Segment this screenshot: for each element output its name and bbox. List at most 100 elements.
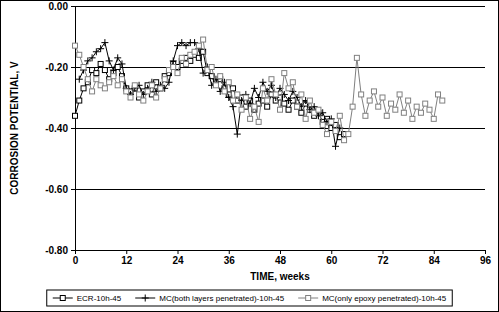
marker <box>170 57 177 64</box>
tick-label: -0.60 <box>45 184 68 195</box>
marker <box>239 107 244 112</box>
marker <box>73 43 78 48</box>
marker <box>282 71 287 76</box>
marker <box>273 92 278 97</box>
marker <box>251 85 258 92</box>
marker <box>174 42 181 49</box>
marker <box>324 132 329 137</box>
tick: -0.20 <box>45 62 75 73</box>
tick-label: -0.40 <box>45 123 68 134</box>
marker <box>171 65 176 70</box>
marker <box>436 92 441 97</box>
marker <box>423 101 428 106</box>
marker <box>213 83 218 88</box>
marker <box>97 45 104 52</box>
marker <box>183 42 190 49</box>
legend-marker <box>142 295 149 302</box>
marker <box>337 113 342 118</box>
marker <box>363 113 368 118</box>
marker <box>380 95 385 100</box>
marker <box>307 98 312 103</box>
marker <box>77 52 82 57</box>
marker <box>384 113 389 118</box>
marker <box>414 104 419 109</box>
marker <box>201 37 206 42</box>
legend-box <box>47 290 453 306</box>
legend-entry: ECR-10h-45 <box>53 294 122 303</box>
marker <box>128 95 133 100</box>
marker <box>359 92 364 97</box>
marker <box>265 104 270 109</box>
marker <box>132 83 137 88</box>
tick-label: 0 <box>73 255 79 266</box>
marker <box>243 95 248 100</box>
marker <box>107 80 112 85</box>
tick: 60 <box>326 250 338 266</box>
marker <box>346 132 351 137</box>
chart: -0.80-0.60-0.40-0.200.000122436486072849… <box>0 0 499 312</box>
grid <box>75 6 485 250</box>
tick: 0.00 <box>49 1 75 12</box>
marker <box>371 89 376 94</box>
marker <box>286 86 291 91</box>
marker <box>299 92 304 97</box>
marker <box>192 49 197 54</box>
marker <box>101 39 108 46</box>
tick: -0.80 <box>45 245 75 256</box>
marker <box>110 67 117 74</box>
series-line <box>79 43 340 147</box>
series-group <box>73 37 445 150</box>
legend-entry: MC(only epoxy penetrated)-10h-45 <box>298 294 447 303</box>
tick: 48 <box>275 250 287 266</box>
marker <box>303 116 308 121</box>
marker <box>149 83 154 88</box>
tick-label: -0.20 <box>45 62 68 73</box>
axis-line <box>76 251 486 255</box>
series-line <box>75 40 442 141</box>
marker <box>226 80 231 85</box>
marker <box>278 107 283 112</box>
marker <box>81 65 86 70</box>
tick-mark <box>229 250 230 254</box>
tick-label: 72 <box>377 255 389 266</box>
tick-label: 60 <box>326 255 338 266</box>
marker <box>248 116 253 121</box>
tick: -0.40 <box>45 123 75 134</box>
marker <box>235 92 240 97</box>
marker <box>98 61 103 66</box>
markers <box>73 49 347 139</box>
marker <box>154 95 159 100</box>
x-axis-title: TIME, weeks <box>250 271 310 282</box>
tick-label: 12 <box>121 255 133 266</box>
tick-mark <box>71 67 75 68</box>
marker <box>332 143 339 150</box>
marker <box>230 103 237 110</box>
marker <box>234 131 241 138</box>
marker <box>178 39 185 46</box>
marker <box>218 74 223 79</box>
marker <box>397 92 402 97</box>
marker <box>209 65 214 70</box>
marker <box>401 110 406 115</box>
marker <box>76 76 83 83</box>
marker <box>329 119 334 124</box>
marker <box>333 129 338 134</box>
marker <box>94 71 99 76</box>
marker <box>282 101 287 106</box>
tick-mark <box>331 250 332 254</box>
marker <box>115 83 120 88</box>
marker <box>427 107 432 112</box>
marker <box>73 113 78 118</box>
tick-label: 84 <box>429 255 441 266</box>
marker <box>93 48 100 55</box>
marker <box>124 89 129 94</box>
marker <box>342 138 347 143</box>
grid-line <box>75 6 485 7</box>
marker <box>196 43 201 48</box>
grid-line <box>75 128 485 129</box>
marker <box>175 71 180 76</box>
tick-label: -0.80 <box>45 245 68 256</box>
tick-label: 36 <box>224 255 236 266</box>
grid-line <box>75 189 485 190</box>
tick-mark <box>71 6 75 7</box>
